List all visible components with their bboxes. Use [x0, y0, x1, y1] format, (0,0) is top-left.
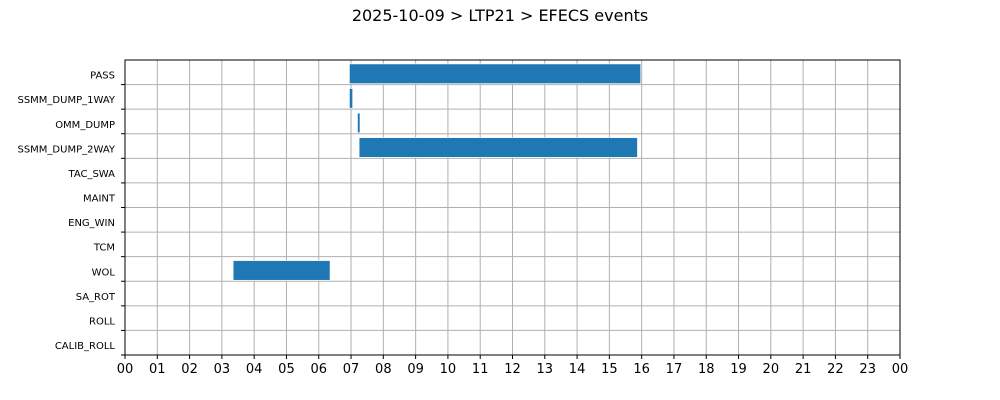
y-tick-label: WOL [92, 267, 116, 278]
y-tick-label: SSMM_DUMP_2WAY [17, 144, 115, 155]
x-tick-label: 13 [537, 362, 554, 377]
x-tick-label: 16 [633, 362, 650, 377]
x-tick-label: 23 [859, 362, 876, 377]
y-tick-label: MAINT [83, 194, 116, 205]
x-tick-label: 11 [472, 362, 489, 377]
grid [124, 60, 901, 356]
x-tick-label: 17 [666, 362, 683, 377]
x-tick-label: 10 [440, 362, 457, 377]
y-tick-label: PASS [90, 71, 115, 82]
x-tick-label: 04 [246, 362, 263, 377]
y-tick-label: SSMM_DUMP_1WAY [17, 95, 115, 106]
x-tick-label: 20 [763, 362, 780, 377]
event-bar [349, 63, 641, 84]
x-tick-label: 03 [214, 362, 231, 377]
event-bar [357, 112, 361, 134]
y-tick-label: TCM [93, 243, 115, 254]
x-tick-label: 05 [278, 362, 295, 377]
x-tick-label: 00 [117, 362, 134, 377]
x-tick-label: 09 [407, 362, 424, 377]
y-tick-label: CALIB_ROLL [55, 341, 116, 352]
y-tick-label: OMM_DUMP [55, 120, 115, 131]
y-tick-label: ROLL [89, 316, 115, 327]
x-tick-label: 06 [310, 362, 327, 377]
x-tick-label: 07 [343, 362, 360, 377]
x-tick-label: 12 [504, 362, 521, 377]
x-tick-label: 19 [730, 362, 747, 377]
y-tick-label: SA_ROT [76, 292, 116, 303]
x-tick-label: 01 [149, 362, 166, 377]
x-tick-label: 15 [601, 362, 618, 377]
ticks: 00 01 02 03 04 05 06 07 08 09 10 11 12 13 14 15 16 17 18 19… [17, 71, 908, 377]
event-bar [358, 137, 638, 158]
x-tick-label: 18 [698, 362, 715, 377]
chart-title: 2025-10-09 > LTP21 > EFECS events [351, 6, 649, 25]
x-tick-label: 02 [181, 362, 198, 377]
y-tick-label: ENG_WIN [68, 218, 115, 229]
x-tick-label: 00 [892, 362, 909, 377]
x-tick-label: 14 [569, 362, 586, 377]
x-tick-label: 21 [795, 362, 812, 377]
y-tick-label: TAC_SWA [67, 169, 115, 180]
event-bar [349, 88, 353, 109]
x-tick-label: 22 [827, 362, 844, 377]
event-bars [232, 63, 641, 281]
event-bar [232, 260, 331, 281]
x-tick-label: 08 [375, 362, 392, 377]
